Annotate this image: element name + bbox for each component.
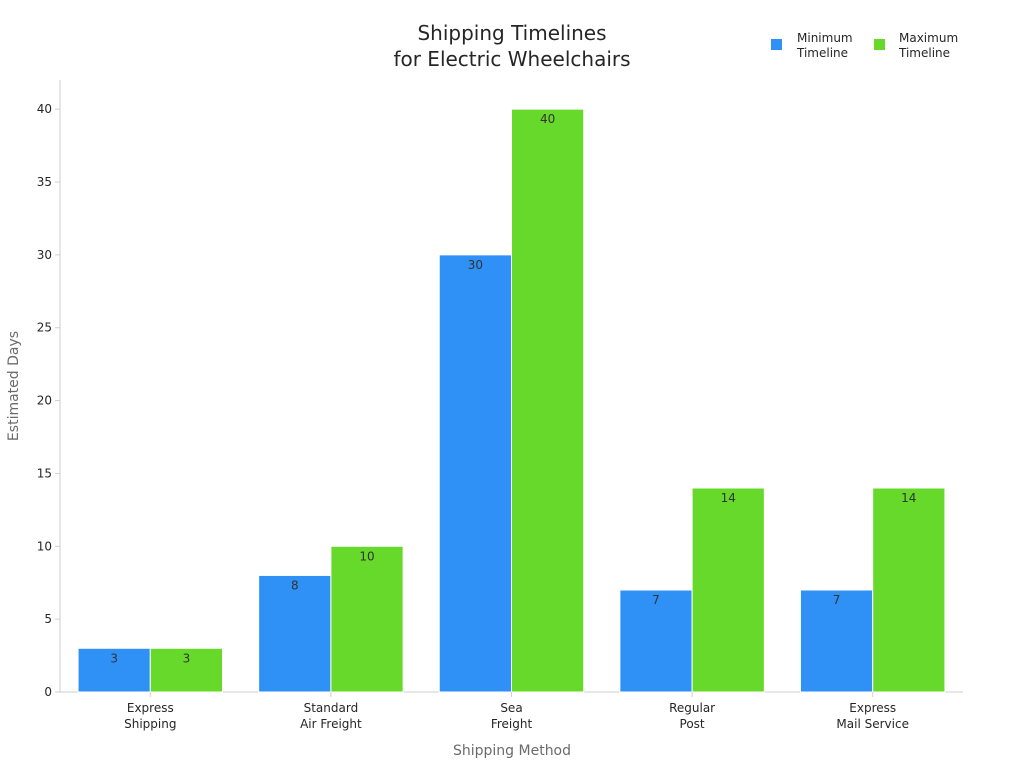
bar-series-1-category-1 <box>330 545 404 693</box>
legend-label-minimum-line-2: Timeline <box>796 46 848 60</box>
chart-title-line-2: for Electric Wheelchairs <box>393 47 630 71</box>
data-label-series-0-category-4: 7 <box>833 593 841 607</box>
bar-series-0-category-1 <box>258 574 332 693</box>
x-tick-label: Freight <box>491 717 533 731</box>
bars <box>77 108 946 693</box>
bar-series-0-category-0 <box>77 647 151 693</box>
chart-title-line-1: Shipping Timelines <box>417 21 606 45</box>
x-tick-label: Air Freight <box>300 717 362 731</box>
data-label-series-1-category-2: 40 <box>540 112 555 126</box>
legend-label-minimum-line-1: Minimum <box>797 31 853 45</box>
y-axis-ticks: 0 5 10 15 20 25 30 35 40 <box>37 102 60 699</box>
data-label-series-1-category-1: 10 <box>359 549 374 563</box>
x-tick-label: Express <box>127 701 174 715</box>
data-label-series-0-category-2: 30 <box>468 258 483 272</box>
data-labels: 3 3 8 10 30 40 7 14 7 14 <box>110 112 916 665</box>
bar-series-1-category-2 <box>511 108 585 693</box>
plot-area: 0 5 10 15 20 25 30 35 40 3 3 8 10 30 40 7 14 7 14 Express… <box>37 80 963 731</box>
y-tick-label: 25 <box>37 321 52 335</box>
legend-label-maximum-line-1: Maximum <box>899 31 958 45</box>
y-tick-label: 10 <box>37 539 52 553</box>
x-tick-label: Post <box>680 717 705 731</box>
y-axis-title: Estimated Days <box>6 331 22 441</box>
x-tick-label: Mail Service <box>836 717 909 731</box>
y-tick-label: 15 <box>37 466 52 480</box>
data-label-series-1-category-3: 14 <box>721 491 736 505</box>
x-tick-label: Standard <box>304 701 359 715</box>
y-tick-label: 0 <box>44 685 52 699</box>
x-axis-title: Shipping Method <box>453 743 571 759</box>
data-label-series-0-category-3: 7 <box>652 593 660 607</box>
legend-swatch-maximum <box>874 39 885 50</box>
x-axis-ticks: Express Shipping Standard Air Freight Sea Fre… <box>124 692 909 731</box>
y-tick-label: 30 <box>37 248 52 262</box>
x-tick-label: Regular <box>669 701 715 715</box>
y-tick-label: 20 <box>37 394 52 408</box>
legend: Minimum Timeline Maximum Timeline <box>771 31 958 60</box>
y-tick-label: 35 <box>37 175 52 189</box>
legend-swatch-minimum <box>771 39 782 50</box>
y-tick-label: 5 <box>44 612 52 626</box>
data-label-series-0-category-1: 8 <box>291 578 299 592</box>
legend-label-maximum-line-2: Timeline <box>898 46 950 60</box>
bar-series-1-category-4 <box>872 487 946 693</box>
chart-title: Shipping Timelines for Electric Wheelcha… <box>393 21 630 71</box>
x-tick-label: Sea <box>500 701 522 715</box>
bar-series-0-category-2 <box>438 254 513 693</box>
x-tick-label: Express <box>849 701 896 715</box>
bar-series-0-category-4 <box>799 589 874 693</box>
x-tick-label: Shipping <box>124 717 176 731</box>
data-label-series-1-category-4: 14 <box>901 491 916 505</box>
data-label-series-1-category-0: 3 <box>183 651 191 665</box>
bar-series-1-category-0 <box>149 647 224 693</box>
data-label-series-0-category-0: 3 <box>110 651 118 665</box>
y-tick-label: 40 <box>37 102 52 116</box>
bar-series-0-category-3 <box>619 589 693 693</box>
bar-series-1-category-3 <box>691 487 765 693</box>
